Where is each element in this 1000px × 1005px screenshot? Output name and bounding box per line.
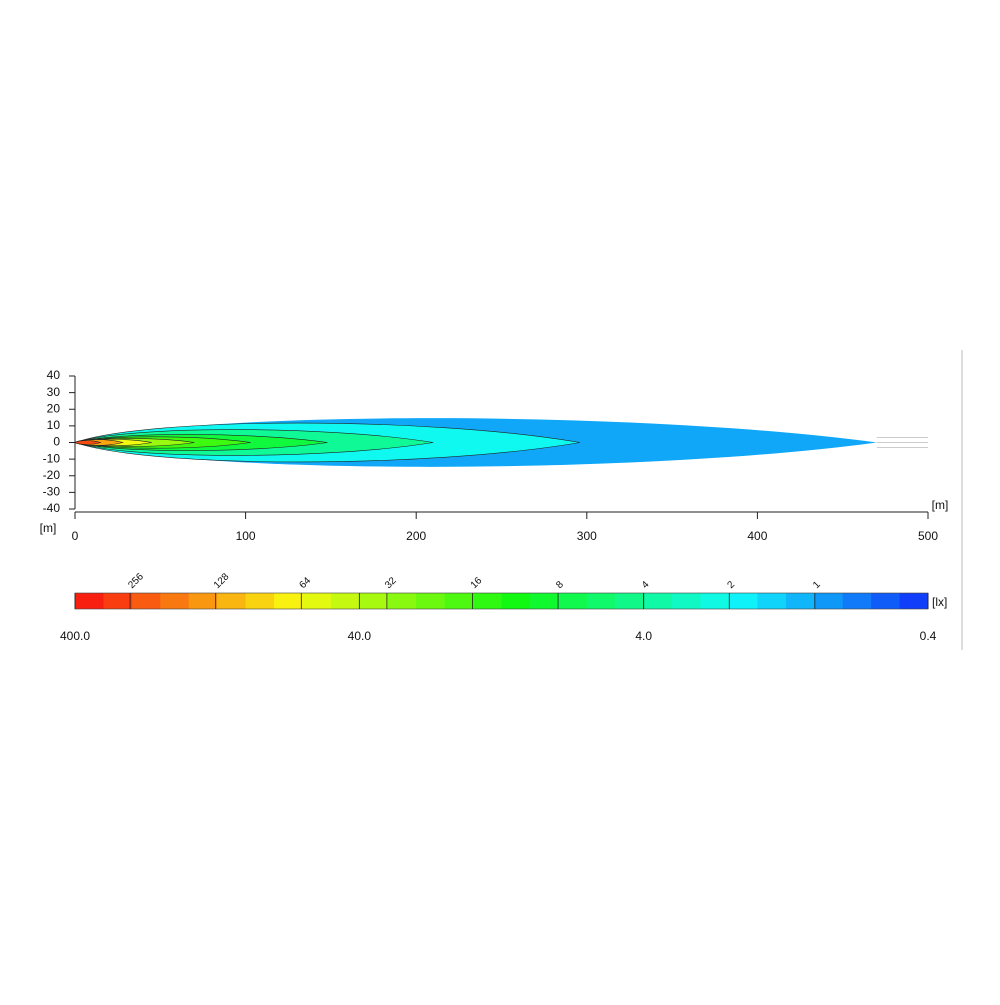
- colorbar-step: [473, 593, 502, 609]
- colorbar-step: [75, 593, 104, 609]
- colorbar-step: [103, 593, 133, 609]
- colorbar-tick-label: 0.4: [920, 629, 937, 643]
- colorbar-step: [416, 593, 446, 609]
- colorbar-step: [188, 593, 218, 609]
- colorbar-step: [757, 593, 787, 609]
- y-tick-label: -30: [43, 485, 61, 499]
- colorbar-step: [160, 593, 190, 609]
- y-tick-label: 30: [47, 385, 61, 399]
- colorbar-step: [871, 593, 901, 609]
- colorbar-step: [615, 593, 645, 609]
- isolux-band: [74, 440, 102, 445]
- colorbar-step: [728, 593, 758, 609]
- colorbar-step: [501, 593, 531, 609]
- colorbar-step: [444, 593, 474, 609]
- colorbar-step: [217, 593, 247, 609]
- level-label: 32: [383, 575, 399, 591]
- colorbar-step: [643, 593, 673, 609]
- x-tick-label: 300: [577, 529, 597, 543]
- colorbar-step: [274, 593, 303, 609]
- colorbar-step: [131, 593, 161, 609]
- x-axis-label: [m]: [932, 498, 949, 512]
- x-tick-label: 200: [406, 529, 426, 543]
- y-tick-label: 40: [47, 368, 61, 382]
- y-tick-label: 20: [47, 401, 61, 415]
- x-tick-label: 100: [236, 529, 256, 543]
- y-tick-label: -20: [43, 468, 61, 482]
- colorbar-tick-label: 40.0: [348, 629, 372, 643]
- colorbar-step: [529, 593, 559, 609]
- level-label: 256: [126, 571, 146, 591]
- colorbar-step: [899, 593, 929, 609]
- colorbar-step: [672, 593, 702, 609]
- level-label: 128: [212, 571, 232, 591]
- colorbar-tick-label: 400.0: [60, 629, 90, 643]
- colorbar-unit: [lx]: [932, 595, 947, 609]
- colorbar-step: [785, 593, 815, 609]
- colorbar-tick-label: 4.0: [635, 629, 652, 643]
- level-label: 1: [811, 579, 823, 591]
- colorbar-step: [700, 593, 730, 609]
- colorbar-step: [330, 593, 360, 609]
- colorbar-step: [586, 593, 616, 609]
- x-tick-label: 500: [918, 529, 938, 543]
- colorbar-step: [302, 593, 332, 609]
- y-tick-label: -40: [43, 501, 61, 515]
- colorbar-step: [814, 593, 844, 609]
- y-tick-label: -10: [43, 451, 61, 465]
- colorbar-step: [387, 593, 417, 609]
- colorbar-step: [245, 593, 275, 609]
- y-tick-label: 0: [53, 435, 60, 449]
- colorbar-step: [842, 593, 872, 609]
- level-label: 2: [725, 579, 737, 591]
- colorbar-step: [359, 593, 389, 609]
- level-label: 16: [469, 575, 485, 591]
- level-label: 4: [640, 579, 652, 591]
- x-tick-label: 400: [747, 529, 767, 543]
- beam-plot: [73, 418, 928, 467]
- y-tick-label: 10: [47, 418, 61, 432]
- level-label: 64: [298, 575, 314, 591]
- level-label: 8: [554, 579, 566, 591]
- x-tick-label: 0: [72, 529, 79, 543]
- colorbar-step: [558, 593, 588, 609]
- y-axis-label: [m]: [40, 521, 57, 535]
